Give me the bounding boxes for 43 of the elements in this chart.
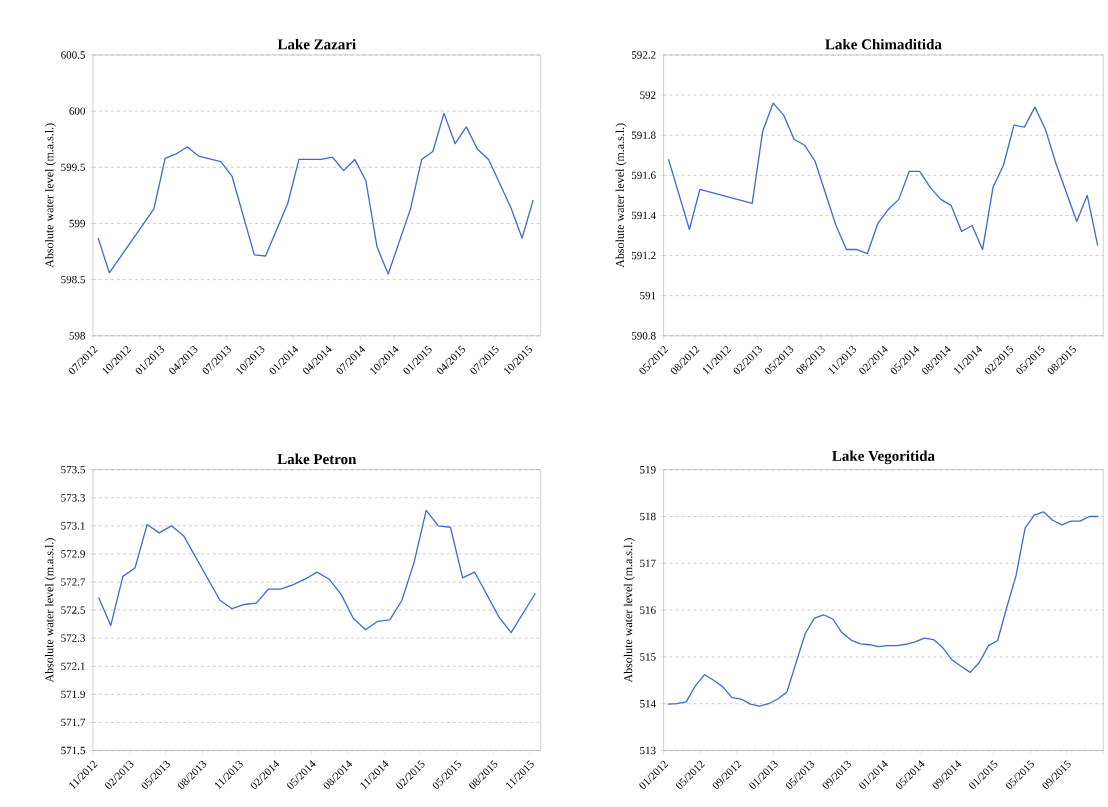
y-tick-label: 572.5 [61, 606, 85, 614]
y-tick-label: 572.7 [61, 578, 86, 586]
y-tick-label: 573.1 [61, 521, 85, 530]
line-series [97, 509, 537, 633]
y-tick-label: 599.5 [61, 163, 85, 171]
y-tick-label: 600 [69, 107, 85, 115]
y-tick-label: 600.5 [61, 50, 85, 59]
y-tick-label: 591.2 [631, 251, 656, 260]
y-tick-label: 598 [69, 331, 85, 340]
y-tick-label: 515 [640, 652, 656, 661]
y-tick-label: 517 [640, 559, 656, 567]
line-series [667, 510, 1100, 707]
y-axis-title: Absolute water level (m.a.s.l.) [623, 537, 635, 683]
y-tick-label: 573.5 [61, 465, 85, 474]
y-tick-label: 592 [640, 91, 656, 99]
y-tick-label: 513 [640, 746, 656, 754]
y-tick-label: 590.8 [631, 331, 656, 340]
line-series [667, 102, 1099, 254]
chart-title: Lake Petron [277, 453, 357, 464]
y-tick-label: 598.5 [61, 275, 85, 284]
chart-title: Lake Zazari [277, 38, 356, 50]
y-tick-label: 591.6 [631, 171, 656, 179]
y-tick-label: 519 [640, 465, 656, 474]
y-tick-label: 572.9 [61, 549, 85, 558]
y-tick-label: 591.4 [631, 211, 656, 219]
y-tick-label: 572.3 [61, 634, 85, 642]
y-tick-label: 571.7 [61, 718, 86, 726]
y-tick-label: 518 [640, 512, 656, 520]
y-tick-label: 571.9 [61, 690, 85, 698]
y-tick-label: 571.5 [61, 746, 85, 754]
y-tick-label: 592.2 [631, 51, 656, 59]
y-tick-label: 514 [640, 699, 656, 708]
y-tick-label: 591 [640, 291, 656, 300]
y-tick-label: 572.1 [61, 662, 85, 670]
chart-title: Lake Chimaditida [825, 38, 942, 50]
chart-title: Lake Vegoritida [832, 450, 935, 464]
y-tick-label: 599 [69, 219, 85, 227]
y-tick-label: 573.3 [61, 493, 85, 502]
y-axis-title: Absolute water level (m.a.s.l.) [44, 123, 56, 268]
y-tick-label: 516 [640, 606, 656, 614]
y-axis-title: Absolute water level (m.a.s.l.) [615, 123, 627, 268]
y-axis-title: Absolute water level (m.a.s.l.) [44, 537, 56, 683]
y-tick-label: 591.8 [631, 131, 656, 139]
